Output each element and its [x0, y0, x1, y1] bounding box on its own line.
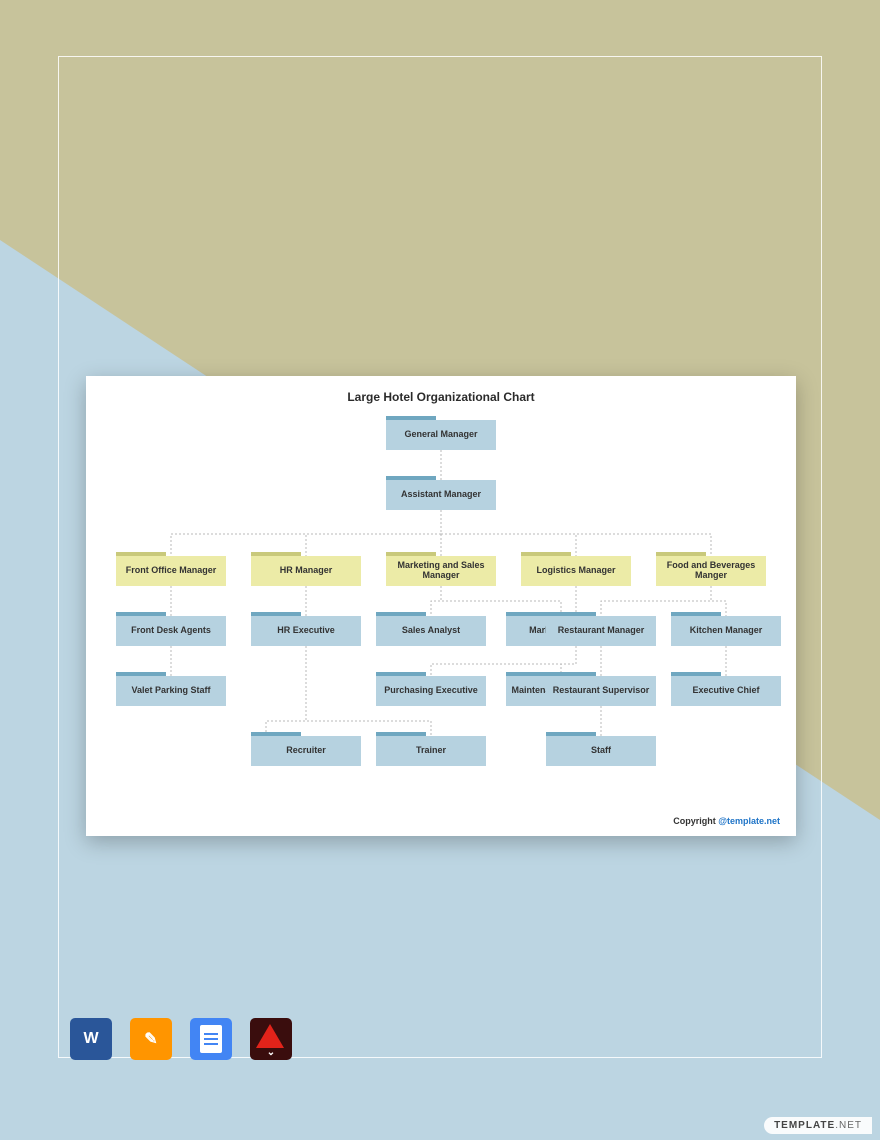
org-node-am: Assistant Manager [386, 480, 496, 510]
org-node-label: Restaurant Manager [558, 626, 645, 636]
org-node-ec: Executive Chief [671, 676, 781, 706]
org-node-trn: Trainer [376, 736, 486, 766]
org-node-label: Front Desk Agents [131, 626, 211, 636]
connector [171, 510, 441, 556]
org-node-label: Trainer [416, 746, 446, 756]
org-node-fda: Front Desk Agents [116, 616, 226, 646]
org-node-fom: Front Office Manager [116, 556, 226, 586]
org-node-rm: Restaurant Manager [546, 616, 656, 646]
org-node-label: Staff [591, 746, 611, 756]
org-node-vps: Valet Parking Staff [116, 676, 226, 706]
org-node-hrm: HR Manager [251, 556, 361, 586]
org-node-label: Front Office Manager [126, 566, 217, 576]
pdf-icon[interactable]: ⌄ [250, 1018, 292, 1060]
word-icon[interactable]: W [70, 1018, 112, 1060]
org-node-hre: HR Executive [251, 616, 361, 646]
org-node-sa: Sales Analyst [376, 616, 486, 646]
watermark-badge: TEMPLATE.NET [764, 1117, 872, 1134]
org-node-lgm: Logistics Manager [521, 556, 631, 586]
copyright-line: Copyright @template.net [673, 816, 780, 826]
org-node-label: Assistant Manager [401, 490, 481, 500]
gdocs-icon[interactable] [190, 1018, 232, 1060]
connector [266, 646, 306, 736]
connector [441, 510, 711, 556]
connector [431, 586, 441, 616]
org-node-rec: Recruiter [251, 736, 361, 766]
copyright-prefix: Copyright [673, 816, 718, 826]
org-node-label: Valet Parking Staff [131, 686, 210, 696]
org-node-gm: General Manager [386, 420, 496, 450]
org-node-km: Kitchen Manager [671, 616, 781, 646]
org-node-label: General Manager [404, 430, 477, 440]
org-node-label: Recruiter [286, 746, 326, 756]
org-node-label: Executive Chief [692, 686, 759, 696]
copyright-link[interactable]: @template.net [718, 816, 780, 826]
org-node-label: Logistics Manager [536, 566, 615, 576]
stage: Large Hotel Organizational Chart Copyrig… [0, 0, 880, 1140]
watermark-light: .NET [835, 1120, 862, 1131]
org-node-label: Marketing and Sales Manager [390, 561, 492, 581]
org-node-label: HR Executive [277, 626, 335, 636]
connector [441, 510, 576, 556]
pages-icon[interactable]: ✎ [130, 1018, 172, 1060]
connector [306, 510, 441, 556]
org-node-fbm: Food and Beverages Manger [656, 556, 766, 586]
app-icons-row: W ✎ ⌄ [70, 1018, 292, 1060]
org-node-rs: Restaurant Supervisor [546, 676, 656, 706]
org-node-msm: Marketing and Sales Manager [386, 556, 496, 586]
org-node-label: Purchasing Executive [384, 686, 478, 696]
org-node-label: HR Manager [280, 566, 333, 576]
org-node-label: Food and Beverages Manger [660, 561, 762, 581]
org-node-pe: Purchasing Executive [376, 676, 486, 706]
org-node-label: Sales Analyst [402, 626, 460, 636]
chart-card: Large Hotel Organizational Chart Copyrig… [86, 376, 796, 836]
org-node-label: Restaurant Supervisor [553, 686, 650, 696]
org-node-stf: Staff [546, 736, 656, 766]
org-node-label: Kitchen Manager [690, 626, 763, 636]
watermark-bold: TEMPLATE [774, 1120, 835, 1131]
